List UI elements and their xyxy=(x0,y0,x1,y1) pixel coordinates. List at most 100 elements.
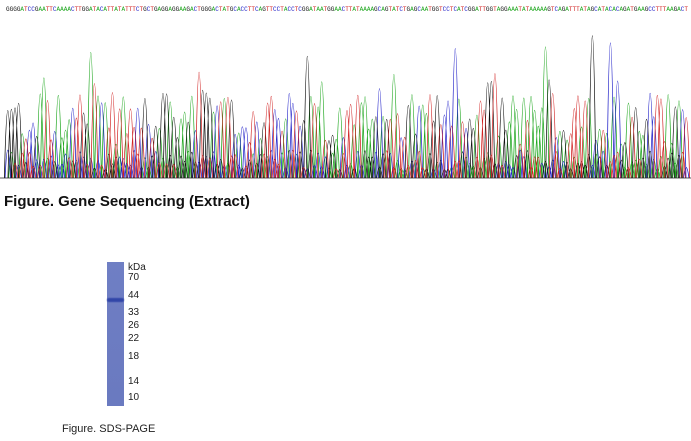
base-call-letter: T xyxy=(140,6,144,13)
base-call-letter: A xyxy=(352,6,356,13)
trace-t xyxy=(11,72,691,179)
base-call-letter: A xyxy=(42,6,46,13)
marker-18: 18 xyxy=(128,351,140,362)
trace-peaks xyxy=(3,35,691,179)
base-call-letter: C xyxy=(53,6,57,13)
base-call-letter: G xyxy=(10,6,14,13)
base-call-letter: T xyxy=(93,6,97,13)
base-call-letter: A xyxy=(627,6,631,13)
base-call-letter: G xyxy=(262,6,266,13)
base-call-letter: G xyxy=(327,6,331,13)
base-call-letter: T xyxy=(75,6,79,13)
base-call-letter: C xyxy=(291,6,295,13)
base-call-letter: G xyxy=(17,6,21,13)
trace-a xyxy=(8,46,683,179)
base-call-letter: T xyxy=(219,6,223,13)
base-call-letter: A xyxy=(190,6,194,13)
base-call-letter: A xyxy=(666,6,670,13)
base-call-letter: A xyxy=(38,6,42,13)
base-call-letter: A xyxy=(212,6,216,13)
base-call-letter: A xyxy=(565,6,569,13)
base-call-letter: G xyxy=(547,6,551,13)
base-call-letter: T xyxy=(573,6,577,13)
base-call-letter: T xyxy=(630,6,634,13)
base-call-letter: T xyxy=(24,6,28,13)
base-call-letter: A xyxy=(587,6,591,13)
base-call-letter: C xyxy=(464,6,468,13)
base-call-letter: G xyxy=(204,6,208,13)
marker-70: 70 xyxy=(128,272,140,283)
chromatogram-trace: GGGGATCCGAATTCAAAACTTGGATACATTATATTTCTGC… xyxy=(0,6,691,179)
base-call-letter: A xyxy=(511,6,515,13)
base-call-letter: A xyxy=(605,6,609,13)
base-call-letter: T xyxy=(551,6,555,13)
base-call-letter: A xyxy=(237,6,241,13)
base-call-letter: T xyxy=(526,6,530,13)
base-call-letter: A xyxy=(360,6,364,13)
base-call-letter: G xyxy=(468,6,472,13)
base-call-letter: G xyxy=(143,6,147,13)
base-call-letter: G xyxy=(490,6,494,13)
base-call-letter: A xyxy=(637,6,641,13)
base-call-letter: G xyxy=(385,6,389,13)
base-call-letter: G xyxy=(161,6,165,13)
base-call-letter: T xyxy=(125,6,129,13)
base-call-letter: A xyxy=(421,6,425,13)
base-call-letter: A xyxy=(370,6,374,13)
base-call-letter: T xyxy=(251,6,255,13)
base-call-letter: G xyxy=(414,6,418,13)
base-call-letter: G xyxy=(230,6,234,13)
base-call-letter: A xyxy=(259,6,263,13)
base-call-letter: C xyxy=(594,6,598,13)
base-call-letter: G xyxy=(13,6,17,13)
base-call-letter: A xyxy=(425,6,429,13)
base-call-letter: A xyxy=(612,6,616,13)
base-call-letter: T xyxy=(248,6,252,13)
base-call-letter: A xyxy=(598,6,602,13)
base-call-letter: T xyxy=(356,6,360,13)
base-call-letter: A xyxy=(309,6,313,13)
base-call-letter: C xyxy=(194,6,198,13)
base-call-letter: T xyxy=(313,6,317,13)
base-call-letter: A xyxy=(580,6,584,13)
base-call-letter: A xyxy=(223,6,227,13)
base-call-letter: C xyxy=(244,6,248,13)
base-call-letter: G xyxy=(504,6,508,13)
base-call-letter: A xyxy=(168,6,172,13)
base-call-letter: G xyxy=(85,6,89,13)
base-call-letter: T xyxy=(461,6,465,13)
base-call-letter: T xyxy=(389,6,393,13)
base-call-letter: G xyxy=(165,6,169,13)
base-call-letter: T xyxy=(656,6,660,13)
base-call-letter: A xyxy=(57,6,61,13)
base-call-letter: T xyxy=(349,6,353,13)
base-call-letter: C xyxy=(446,6,450,13)
base-call-letter: G xyxy=(591,6,595,13)
base-call-letter: C xyxy=(378,6,382,13)
base-call-letter: G xyxy=(306,6,310,13)
base-call-letter: C xyxy=(443,6,447,13)
base-call-letter: C xyxy=(681,6,685,13)
base-call-letter: T xyxy=(428,6,432,13)
base-call-letter: T xyxy=(269,6,273,13)
base-call-letter: T xyxy=(482,6,486,13)
base-call-letter: T xyxy=(295,6,299,13)
base-call-letter: T xyxy=(345,6,349,13)
base-call-letter: A xyxy=(316,6,320,13)
base-call-letter: G xyxy=(500,6,504,13)
base-call-letter: G xyxy=(407,6,411,13)
base-call-letter: T xyxy=(403,6,407,13)
base-call-letter: T xyxy=(46,6,50,13)
base-call-letter: G xyxy=(432,6,436,13)
marker-26: 26 xyxy=(128,320,140,331)
base-call-letter: C xyxy=(255,6,259,13)
base-call-letter: T xyxy=(280,6,284,13)
base-call-letter: T xyxy=(439,6,443,13)
base-call-letter: C xyxy=(616,6,620,13)
base-call-letter: C xyxy=(277,6,281,13)
base-call-letter: C xyxy=(136,6,140,13)
base-call-letter: A xyxy=(158,6,162,13)
base-call-letter: G xyxy=(486,6,490,13)
base-call-letter: A xyxy=(508,6,512,13)
base-call-letter: A xyxy=(103,6,107,13)
